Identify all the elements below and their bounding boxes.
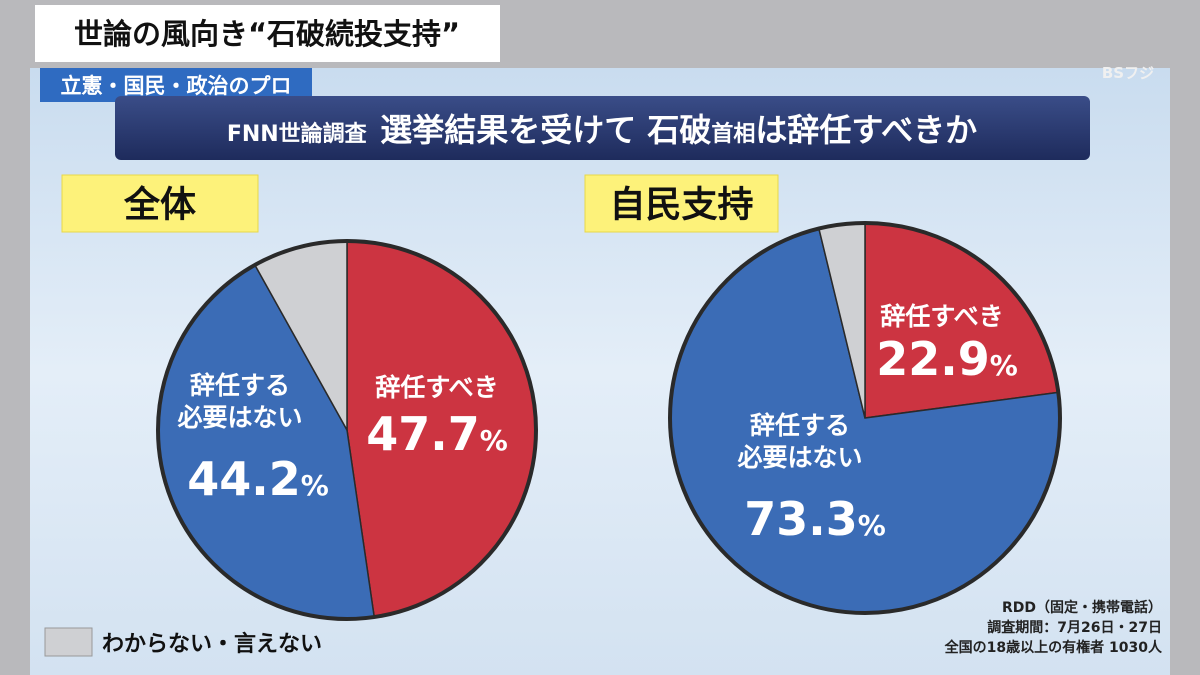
slice-label: 辞任する必要はない <box>737 411 862 472</box>
value-label: 73.3% <box>744 492 886 546</box>
banner-box <box>115 96 1090 160</box>
pie-outline <box>156 239 538 621</box>
header-title: 世論の風向き“石破続投支持” <box>74 17 460 51</box>
banner-part: 首相 <box>711 121 755 147</box>
pie-outline <box>668 221 1062 615</box>
slice-label: 辞任すべき <box>375 373 498 402</box>
pie-title: 自民支持 <box>609 185 753 226</box>
legend-label: わからない・言えない <box>102 631 322 657</box>
pie-title: 全体 <box>123 184 196 226</box>
footnote: RDD（固定・携帯電話） <box>1002 599 1162 616</box>
banner-part: 選挙結果を受けて 石破 <box>380 111 711 149</box>
value-label: 47.7% <box>366 407 508 461</box>
banner-part: FNN世論調査 <box>227 121 368 147</box>
footnote: 調査期間：7月26日・27日 <box>987 619 1162 636</box>
footnote: 全国の18歳以上の有権者 1030人 <box>944 639 1163 656</box>
header-box <box>35 5 500 62</box>
value-label: 22.9% <box>876 332 1018 386</box>
pie-title-box <box>61 174 259 233</box>
legend-swatch <box>44 627 93 657</box>
banner-part: は辞任すべきか <box>755 111 977 149</box>
value-label: 44.2% <box>187 452 329 506</box>
pie-title-box <box>584 174 779 233</box>
slice-label: 辞任すべき <box>880 302 1003 331</box>
logo: BSフジ <box>1102 64 1154 82</box>
banner: FNN世論調査 選挙結果を受けて 石破首相は辞任すべきか <box>227 111 977 149</box>
tag: 立憲・国民・政治のプロ <box>61 74 292 98</box>
slice-label: 辞任する必要はない <box>177 371 302 432</box>
